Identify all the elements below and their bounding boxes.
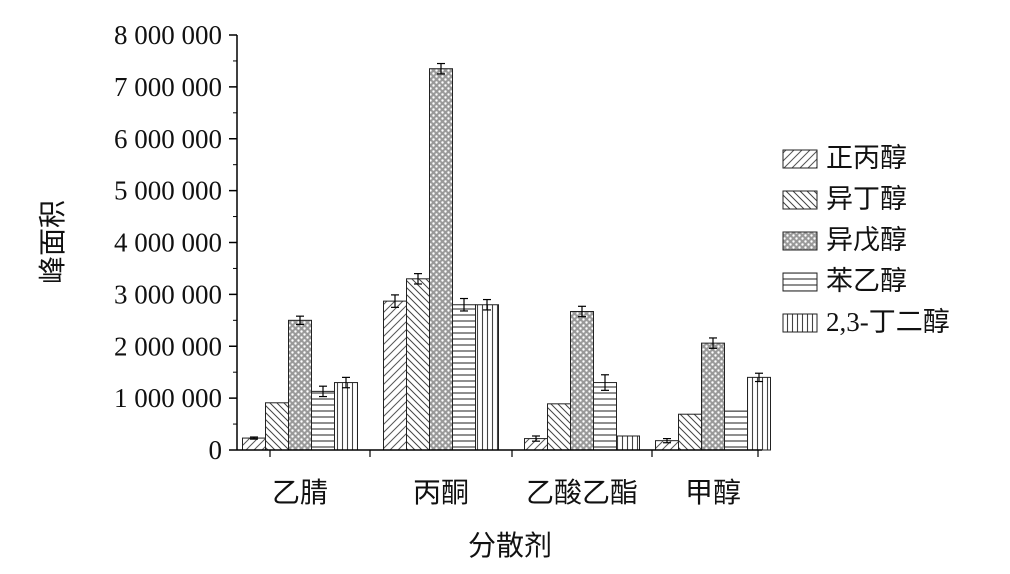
- legend-label: 2,3-丁二醇: [826, 307, 950, 337]
- legend-label: 苯乙醇: [826, 266, 907, 296]
- bar-异戊醇: [701, 342, 725, 451]
- bar-异丁醇: [678, 413, 702, 451]
- y-tick-label: 2 000 000: [114, 331, 222, 361]
- legend-label: 异丁醇: [826, 184, 907, 214]
- bar-正丙醇: [242, 437, 266, 451]
- bar-2,3-丁二醇: [334, 382, 358, 451]
- bar-异丁醇: [265, 402, 289, 451]
- y-tick-label: 1 000 000: [114, 383, 222, 413]
- y-tick-label: 0: [209, 435, 223, 465]
- y-tick-label: 4 000 000: [114, 228, 222, 258]
- bar-苯乙醇: [593, 382, 617, 451]
- y-tick-label: 6 000 000: [114, 124, 222, 154]
- x-tick-label: 甲醇: [685, 477, 741, 509]
- y-tick-label: 5 000 000: [114, 176, 222, 206]
- bar-苯乙醇: [311, 390, 335, 451]
- legend-swatch: [782, 190, 818, 210]
- y-tick-label: 3 000 000: [114, 279, 222, 309]
- x-tick-label: 丙酮: [413, 478, 469, 509]
- legend-label: 异戊醇: [826, 225, 907, 255]
- legend-swatch: [782, 231, 818, 251]
- bar-正丙醇: [383, 300, 407, 451]
- y-tick-label: 7 000 000: [114, 72, 222, 102]
- bar-苯乙醇: [724, 410, 748, 451]
- legend-swatch: [782, 272, 818, 292]
- legend-swatch: [782, 149, 818, 169]
- bar-异戊醇: [570, 310, 594, 451]
- bar-苯乙醇: [452, 304, 476, 451]
- x-axis-label: 分散剂: [468, 530, 552, 562]
- x-tick-label: 乙酸乙酯: [526, 477, 638, 509]
- bar-2,3-丁二醇: [475, 304, 499, 451]
- y-axis-label: 峰面积: [37, 200, 69, 284]
- legend-label: 正丙醇: [826, 143, 907, 173]
- bar-异丁醇: [547, 403, 571, 451]
- x-tick-label: 乙腈: [272, 477, 328, 509]
- bar-异戊醇: [429, 68, 453, 451]
- bar-2,3-丁二醇: [616, 435, 640, 451]
- y-tick-label: 8 000 000: [114, 20, 222, 50]
- bar-2,3-丁二醇: [747, 376, 771, 451]
- legend-swatch: [782, 313, 818, 333]
- bar-异戊醇: [288, 319, 312, 451]
- bar-异丁醇: [406, 278, 430, 451]
